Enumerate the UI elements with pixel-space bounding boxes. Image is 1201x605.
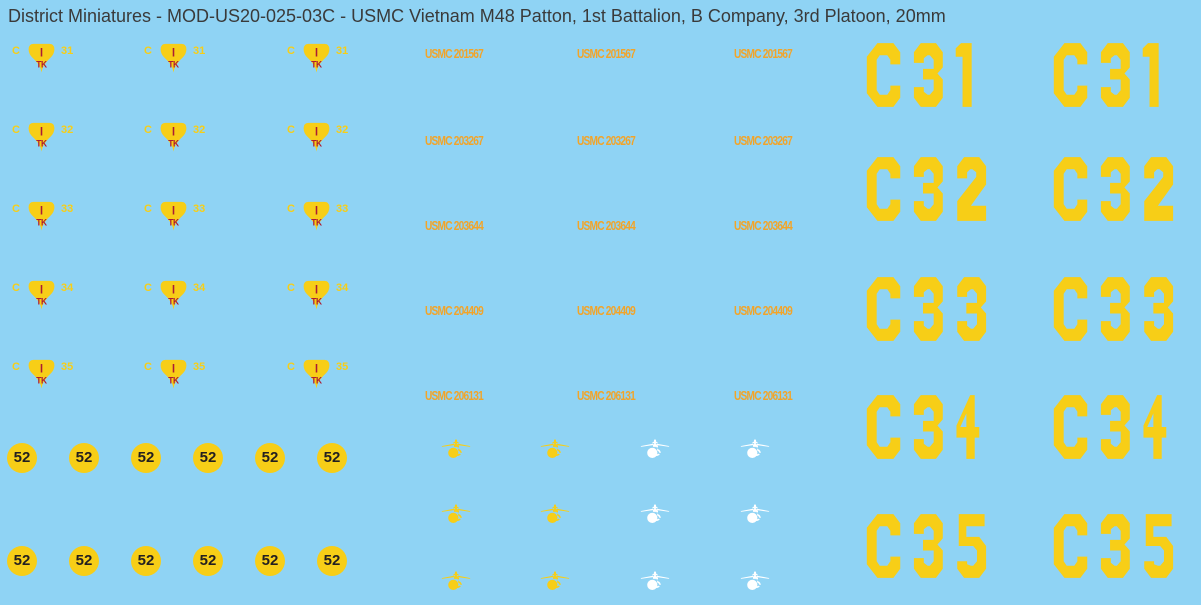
svg-text:I: I (171, 47, 174, 59)
svg-text:I: I (314, 126, 317, 138)
svg-text:TK: TK (311, 138, 323, 148)
svg-text:I: I (39, 126, 42, 138)
svg-text:TK: TK (36, 217, 48, 227)
svg-text:TK: TK (311, 375, 323, 385)
svg-text:TK: TK (168, 375, 180, 385)
svg-text:I: I (314, 363, 317, 375)
svg-text:I: I (171, 205, 174, 217)
svg-text:I: I (314, 47, 317, 59)
svg-text:I: I (314, 205, 317, 217)
svg-text:I: I (314, 284, 317, 296)
svg-text:TK: TK (311, 296, 323, 306)
svg-text:TK: TK (36, 375, 48, 385)
svg-text:TK: TK (168, 138, 180, 148)
svg-text:I: I (39, 363, 42, 375)
svg-text:TK: TK (168, 59, 180, 69)
svg-text:I: I (171, 126, 174, 138)
svg-text:TK: TK (36, 59, 48, 69)
svg-text:I: I (171, 284, 174, 296)
svg-text:TK: TK (311, 217, 323, 227)
svg-text:TK: TK (168, 217, 180, 227)
svg-text:I: I (39, 284, 42, 296)
svg-text:I: I (39, 205, 42, 217)
svg-text:TK: TK (168, 296, 180, 306)
svg-text:TK: TK (36, 296, 48, 306)
svg-text:TK: TK (311, 59, 323, 69)
svg-text:I: I (171, 363, 174, 375)
svg-text:TK: TK (36, 138, 48, 148)
svg-text:I: I (39, 47, 42, 59)
